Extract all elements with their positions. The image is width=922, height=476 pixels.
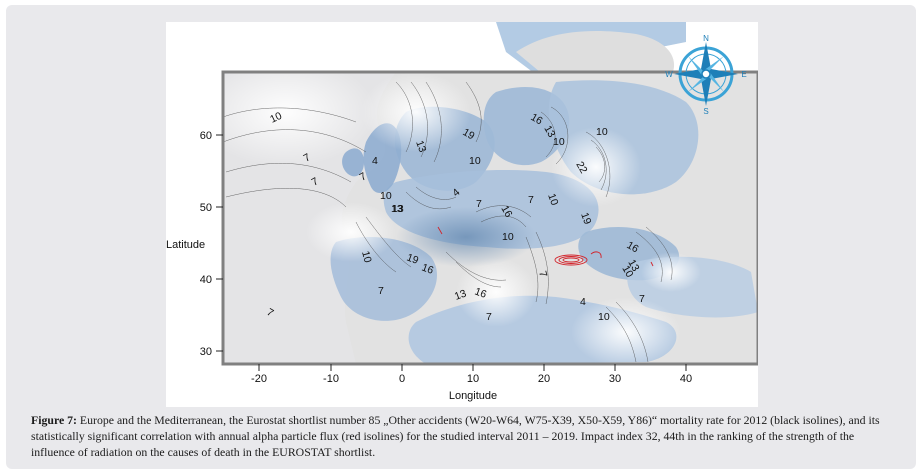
- compass-se-point: [706, 71, 724, 92]
- isoline-label: 16: [498, 204, 514, 220]
- compass-e-label: E: [741, 70, 746, 79]
- baltic-sea: [483, 87, 570, 166]
- y-tick-label: 60: [200, 130, 212, 142]
- relief-highlight: [361, 72, 471, 152]
- y-axis-title: Latitude: [166, 239, 205, 251]
- compass-s-label: S: [703, 107, 708, 116]
- compass-north-point: [701, 42, 711, 74]
- isoline-label: 13: [453, 287, 468, 302]
- ireland: [342, 148, 364, 177]
- caption-text: Europe and the Mediterranean, the Eurost…: [31, 413, 880, 459]
- x-axis-title: Longitude: [449, 390, 497, 402]
- isoline-label: 16: [625, 239, 641, 255]
- compass-center: [701, 69, 711, 79]
- isoline-label: 7: [378, 285, 384, 297]
- isoline-label: 7: [310, 175, 321, 188]
- compass-south-point: [701, 74, 711, 106]
- isoline-label: 19: [578, 211, 593, 226]
- relief-shadow: [396, 207, 536, 267]
- caption-label: Figure 7:: [31, 413, 77, 427]
- isoline-label: 7: [358, 170, 369, 183]
- x-tick-label: 40: [680, 373, 692, 385]
- y-tick-label: 30: [200, 346, 212, 358]
- isoline-label: 13: [625, 258, 641, 274]
- isoline-label: 10: [380, 190, 392, 202]
- map-svg: 10 7 4 7 7 13 19 10 16 13 10 22 10 19 13…: [166, 22, 760, 402]
- map-panel: 10 7 4 7 7 13 19 10 16 13 10 22 10 19 13…: [166, 22, 760, 407]
- y-tick-label: 50: [200, 202, 212, 214]
- relief-highlight: [223, 72, 376, 167]
- compass-east-point: [706, 69, 738, 79]
- isoline-label: 13: [392, 203, 404, 215]
- isoline-label: 4: [580, 296, 586, 308]
- x-tick-label: -10: [323, 373, 339, 385]
- isoline-label: 7: [639, 293, 645, 305]
- compass-w-label: W: [665, 70, 673, 79]
- isoline-label: 10: [598, 311, 610, 323]
- isoline-label: 16: [473, 286, 488, 301]
- isoline-label: 7: [536, 270, 549, 279]
- relief-highlight: [306, 202, 396, 262]
- y-tick-label: 40: [200, 274, 212, 286]
- isoline-label: 10: [545, 192, 560, 207]
- compass-west-point: [674, 69, 706, 79]
- land-north: [516, 31, 675, 80]
- compass-nw-point: [688, 56, 706, 77]
- relief-highlight: [571, 297, 681, 364]
- compass-ne-point: [703, 56, 724, 74]
- x-axis: -20 -10 0 10 20 30 40 Longitude: [251, 364, 692, 402]
- isoline-label: 7: [265, 306, 276, 319]
- isoline-label: 10: [268, 110, 284, 126]
- x-tick-label: 0: [399, 373, 405, 385]
- isoline-label: 7: [476, 198, 482, 210]
- isoline-label: 13: [541, 124, 557, 140]
- isoline-label: 22: [573, 160, 589, 176]
- black-isolines: [223, 81, 673, 363]
- isoline-label: 10: [553, 136, 565, 148]
- isoline-label: 16: [529, 111, 545, 127]
- isoline-label: 10: [359, 250, 374, 265]
- isoline-label: 16: [420, 262, 435, 277]
- relief-highlight: [551, 127, 641, 207]
- isoline-label: 7: [528, 194, 534, 206]
- x-tick-label: 30: [609, 373, 621, 385]
- isoline-label: 13: [413, 139, 428, 154]
- isoline-label: 10: [469, 155, 481, 167]
- isoline-label: 7: [486, 311, 492, 323]
- x-tick-label: 20: [538, 373, 550, 385]
- isoline-label: 13: [391, 203, 403, 215]
- isoline-labels: 10 7 4 7 7 13 19 10 16 13 10 22 10 19 13…: [265, 110, 646, 323]
- relief-highlight: [456, 257, 536, 327]
- isoline-label: 4: [372, 155, 378, 167]
- x-tick-label: -20: [251, 373, 267, 385]
- isoline-label: 10: [619, 264, 635, 280]
- red-isolines: [437, 226, 654, 267]
- isoline-label: 7: [302, 151, 313, 164]
- compass-sw-point: [688, 74, 709, 92]
- relief-highlight: [641, 252, 701, 292]
- isoline-label: 10: [596, 126, 608, 138]
- isoline-label: 10: [502, 231, 514, 243]
- y-axis: 60 50 40 30 Latitude: [166, 130, 223, 358]
- compass-rose: N E S W: [665, 34, 746, 116]
- x-tick-label: 10: [467, 373, 479, 385]
- compass-n-label: N: [703, 34, 709, 43]
- figure-caption: Figure 7: Europe and the Mediterranean, …: [31, 412, 893, 460]
- isoline-label: 19: [461, 126, 477, 142]
- isoline-label: 19: [405, 252, 420, 267]
